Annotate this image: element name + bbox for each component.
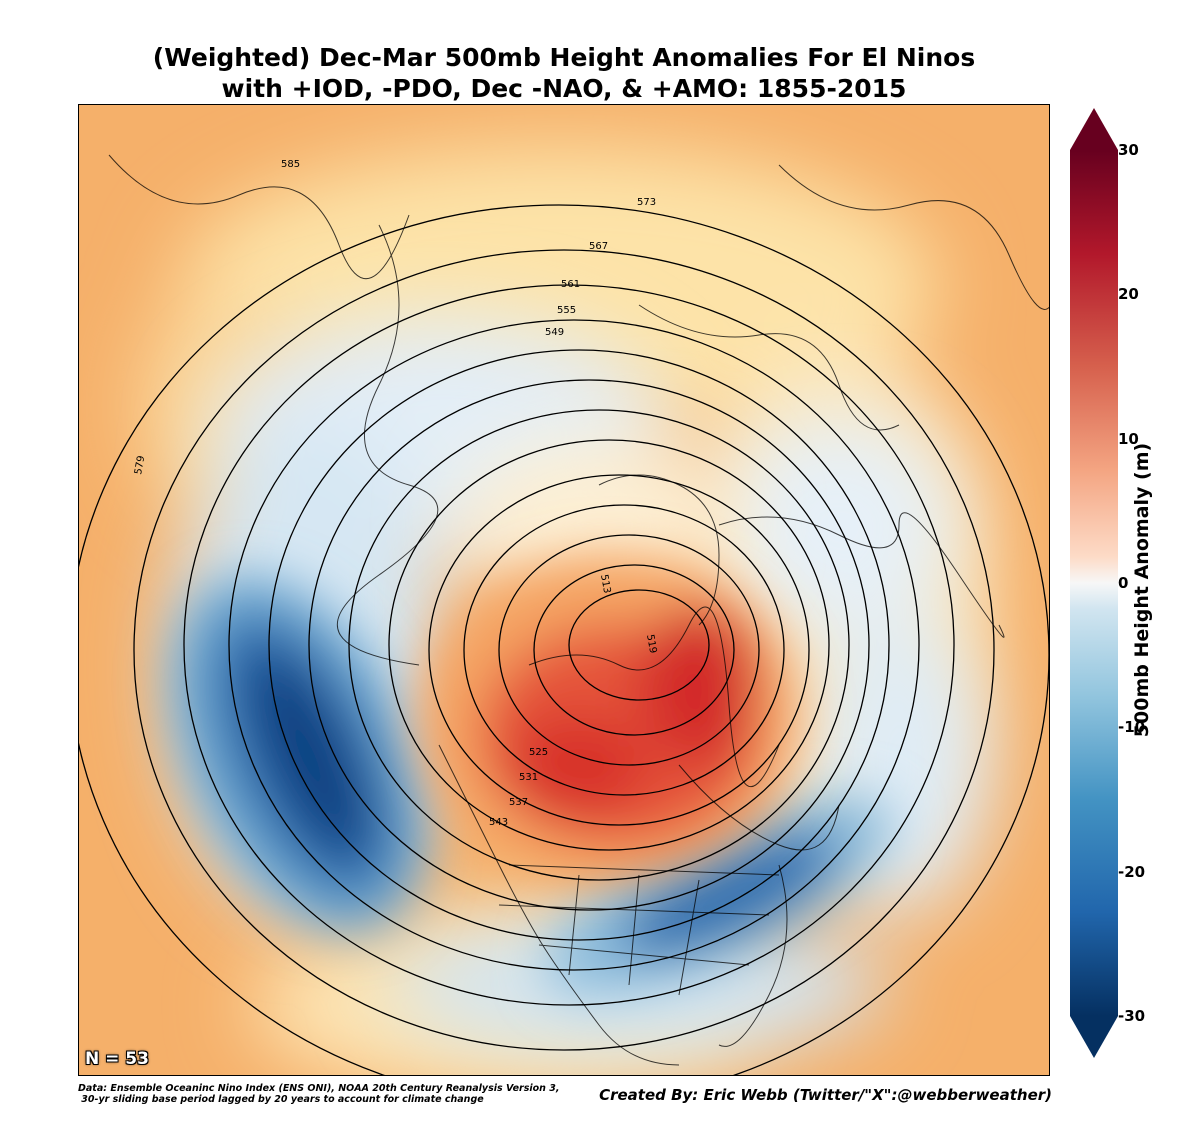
contour-label: 567 <box>589 241 608 252</box>
contour-label: 531 <box>519 772 538 783</box>
map-svg: 585 573 567 561 555 549 579 513 519 525 … <box>79 105 1049 1075</box>
height-contours <box>79 204 1049 1075</box>
colorbar-svg <box>1070 108 1118 1058</box>
contour-label: 519 <box>644 634 658 655</box>
colorbar: 30 20 10 0 -10 -20 -30 <box>1060 100 1200 1080</box>
anomaly-map: 585 573 567 561 555 549 579 513 519 525 … <box>78 104 1050 1076</box>
coastlines <box>108 154 1049 1066</box>
contour-label: 549 <box>545 327 564 338</box>
colorbar-tick: -30 <box>1118 1007 1146 1025</box>
colorbar-tick: -10 <box>1118 718 1146 736</box>
chart-title: (Weighted) Dec-Mar 500mb Height Anomalie… <box>78 42 1050 104</box>
author-credit: Created By: Eric Webb (Twitter/"X":@webb… <box>599 1086 1052 1104</box>
sample-size-label: N = 53 <box>85 1049 149 1069</box>
contour-label: 579 <box>133 455 147 476</box>
title-line-1: (Weighted) Dec-Mar 500mb Height Anomalie… <box>152 43 976 72</box>
title-line-2: with +IOD, -PDO, Dec -NAO, & +AMO: 1855-… <box>221 74 907 103</box>
data-source-line-2: 30-yr sliding base period lagged by 20 y… <box>78 1094 484 1105</box>
colorbar-tick: 30 <box>1118 141 1139 159</box>
colorbar-gradient <box>1070 150 1118 1016</box>
contour-label: 555 <box>557 305 576 316</box>
contour-label: 585 <box>281 159 300 170</box>
contour-label-group: 585 573 567 561 555 549 579 513 519 525 … <box>133 159 658 828</box>
contour-label: 525 <box>529 747 548 758</box>
colorbar-tick: 0 <box>1118 574 1129 592</box>
contour-label: 543 <box>489 817 508 828</box>
colorbar-tick: -20 <box>1118 863 1146 881</box>
contour-label: 573 <box>637 197 656 208</box>
data-source-line-1: Data: Ensemble Oceaninc Nino Index (ENS … <box>78 1083 560 1094</box>
contour-label: 537 <box>509 797 528 808</box>
colorbar-tick: 20 <box>1118 285 1139 303</box>
negative-anomaly-center <box>170 576 428 934</box>
contour-label: 561 <box>561 279 580 290</box>
positive-anomaly-center <box>419 555 799 875</box>
colorbar-tick: 10 <box>1118 430 1139 448</box>
colorbar-max-arrow <box>1070 108 1118 150</box>
data-source-note: Data: Ensemble Oceaninc Nino Index (ENS … <box>78 1083 559 1105</box>
colorbar-label: 500mb Height Anomaly (m) <box>1131 442 1153 738</box>
colorbar-min-arrow <box>1070 1016 1118 1058</box>
contour-label: 513 <box>598 574 612 595</box>
